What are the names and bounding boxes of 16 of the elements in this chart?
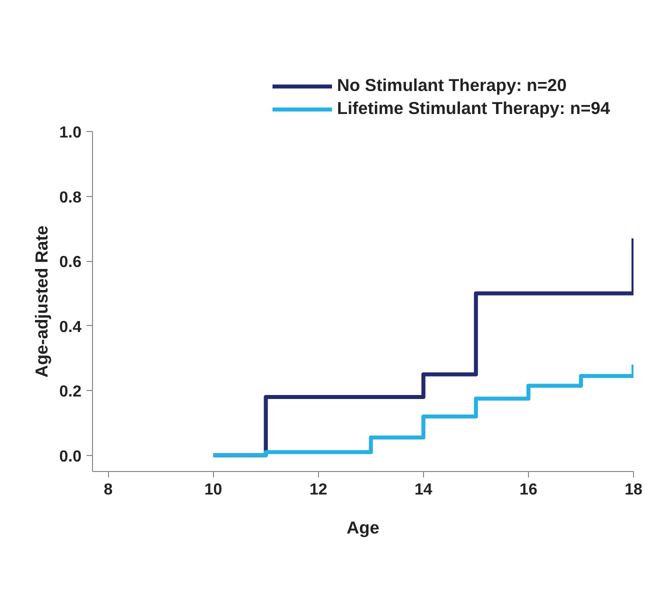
x-tick-label: 8 — [104, 482, 113, 498]
y-tick-label: 0.0 — [59, 448, 82, 466]
y-tick-label: 1.0 — [59, 124, 82, 142]
y-tick-label: 0.6 — [59, 254, 82, 272]
x-tick-label: 16 — [520, 482, 538, 498]
y-tick-label: 0.8 — [59, 189, 82, 206]
x-tick-label: 12 — [309, 482, 328, 498]
legend-label: Lifetime Stimulant Therapy: n=94 — [337, 98, 610, 119]
y-tick-label: 0.2 — [59, 384, 82, 401]
legend-label: No Stimulant Therapy: n=20 — [337, 75, 567, 96]
x-axis-title: Age — [346, 518, 380, 538]
x-tick-label: 10 — [204, 482, 222, 498]
x-tick-label: 18 — [624, 482, 642, 498]
y-tick-label: 0.4 — [59, 318, 82, 336]
x-tick-label: 14 — [414, 482, 432, 498]
y-axis-title: Age-adjusted Rate — [31, 225, 52, 378]
